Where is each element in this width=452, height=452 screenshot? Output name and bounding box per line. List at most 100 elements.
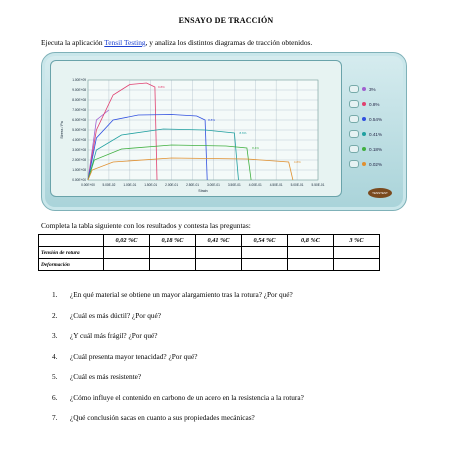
y-tick-label: 5.00E+08	[72, 128, 86, 132]
legend-color-dot	[362, 87, 366, 91]
legend-item[interactable]: 0.41%	[349, 129, 382, 139]
question-text: ¿Cuál presenta mayor tenacidad? ¿Por qué…	[70, 351, 198, 361]
legend-item[interactable]: 0.02%	[349, 159, 382, 169]
question-number: 3.	[52, 331, 58, 340]
question-item: 7. ¿Qué conclusión sacas en cuanto a sus …	[52, 413, 304, 434]
table-cell[interactable]	[149, 258, 196, 271]
legend-item[interactable]: 0.8%	[349, 99, 379, 109]
question-item: 5. ¿Cuál es más resistente?	[52, 372, 304, 393]
question-item: 3. ¿Y cuál más frágil? ¿Por qué?	[52, 331, 304, 352]
table-header-cell: 0,54 %C	[241, 234, 288, 247]
table-header-cell: 3 %C	[333, 234, 380, 247]
x-tick-label: 5.00E-01	[291, 183, 304, 187]
series-end-label: 8.8%	[208, 118, 215, 122]
legend-label: 0.41%	[369, 131, 383, 137]
intro-text-after: , y analiza los distintos diagramas de t…	[145, 38, 313, 47]
table-header-cell: 0,41 %C	[195, 234, 242, 247]
legend-color-dot	[362, 117, 366, 121]
question-text: ¿Cómo influye el contenido en carbono de…	[70, 392, 304, 402]
series-end-label: 8.6%	[240, 131, 247, 135]
y-tick-label: 7.00E+08	[72, 108, 86, 112]
question-number: 2.	[52, 310, 58, 320]
legend-label: 3%	[369, 86, 376, 92]
legend-toggle-button[interactable]	[349, 100, 359, 108]
table-cell[interactable]	[195, 258, 242, 271]
question-number: 6.	[52, 392, 58, 402]
x-tick-label: 3.00E-01	[207, 183, 220, 187]
tensil-testing-link[interactable]: Tensil Testing	[104, 38, 146, 47]
question-text: ¿En qué material se obtiene un mayor ala…	[70, 290, 293, 299]
table-cell[interactable]	[241, 246, 288, 259]
y-tick-label: 9.00E+08	[72, 88, 86, 92]
simulator-logo: TENSTEST	[368, 188, 392, 198]
x-axis-label: Strain	[198, 189, 207, 193]
legend-color-dot	[362, 162, 366, 166]
y-tick-label: 6.00E+08	[72, 118, 86, 122]
series-line	[87, 82, 158, 181]
table-cell[interactable]	[103, 246, 150, 259]
series-line	[87, 157, 294, 181]
legend-toggle-button[interactable]	[349, 115, 359, 123]
y-tick-label: 0.00E+00	[72, 178, 86, 182]
y-tick-label: 8.00E+08	[72, 98, 86, 102]
legend-item[interactable]: 0.54%	[349, 114, 382, 124]
legend-item[interactable]: 3%	[349, 84, 376, 94]
table-cell[interactable]	[333, 246, 380, 259]
intro-paragraph: Ejecuta la aplicación Tensil Testing, y …	[41, 38, 312, 47]
table-cell[interactable]	[287, 246, 334, 259]
y-tick-label: 1.00E+09	[72, 78, 86, 82]
question-number: 5.	[52, 372, 58, 381]
table-row-label: Tensión de rotura	[38, 246, 104, 259]
table-header-cell: 0,02 %C	[103, 234, 150, 247]
series-end-label: 4.8%	[294, 160, 301, 164]
y-axis-label: Stress / Pa	[60, 121, 64, 139]
y-tick-label: 4.00E+08	[72, 138, 86, 142]
legend-toggle-button[interactable]	[349, 85, 359, 93]
x-tick-label: 4.50E-01	[270, 183, 283, 187]
series-line	[87, 144, 252, 181]
question-text: ¿Cuál es más resistente?	[70, 372, 142, 381]
legend-toggle-button[interactable]	[349, 160, 359, 168]
question-number: 4.	[52, 351, 58, 361]
legend-color-dot	[362, 147, 366, 151]
page-title: ENSAYO DE TRACCIÓN	[178, 16, 274, 25]
x-tick-label: 5.50E-01	[312, 183, 325, 187]
intro-text-before: Ejecuta la aplicación	[41, 38, 105, 47]
y-tick-label: 1.00E+08	[72, 168, 86, 172]
table-row: Tensión de rotura	[38, 246, 380, 259]
table-header-cell: 0,18 %C	[149, 234, 196, 247]
question-item: 4. ¿Cuál presenta mayor tenacidad? ¿Por q…	[52, 352, 304, 373]
legend-panel: 3% 0.8% 0.54% 0.41% 0.18% 0.02%	[343, 72, 401, 187]
table-cell[interactable]	[103, 258, 150, 271]
table-row-label: Deformación	[38, 258, 104, 271]
series-end-label: 8.4%	[252, 146, 259, 150]
series-line	[87, 114, 208, 181]
legend-toggle-button[interactable]	[349, 130, 359, 138]
x-tick-label: 1.00E-01	[123, 183, 136, 187]
legend-label: 0.8%	[369, 101, 380, 107]
legend-item[interactable]: 0.18%	[349, 144, 382, 154]
x-tick-label: 0.00E+00	[81, 183, 95, 187]
table-cell[interactable]	[195, 246, 242, 259]
x-tick-label: 5.00E-02	[102, 183, 115, 187]
table-cell[interactable]	[333, 258, 380, 271]
results-table: 0,02 %C 0,18 %C 0,41 %C 0,54 %C 0,8 %C 3…	[38, 234, 380, 271]
x-tick-label: 1.50E-01	[144, 183, 157, 187]
table-row: Deformación	[38, 258, 380, 271]
y-tick-label: 2.00E+08	[72, 158, 86, 162]
series-end-label: 9.8%	[158, 85, 165, 89]
table-instructions: Completa la tabla siguiente con los resu…	[41, 221, 251, 230]
legend-toggle-button[interactable]	[349, 145, 359, 153]
table-cell[interactable]	[149, 246, 196, 259]
table-header-row: 0,02 %C 0,18 %C 0,41 %C 0,54 %C 0,8 %C 3…	[38, 234, 380, 247]
table-cell[interactable]	[287, 258, 334, 271]
y-tick-label: 3.00E+08	[72, 148, 86, 152]
legend-label: 0.54%	[369, 116, 383, 122]
x-tick-label: 3.50E-01	[228, 183, 241, 187]
x-tick-label: 2.50E-01	[186, 183, 199, 187]
table-cell[interactable]	[241, 258, 288, 271]
question-item: 6. ¿Cómo influye el contenido en carbono …	[52, 393, 304, 414]
table-corner-cell	[38, 234, 104, 247]
